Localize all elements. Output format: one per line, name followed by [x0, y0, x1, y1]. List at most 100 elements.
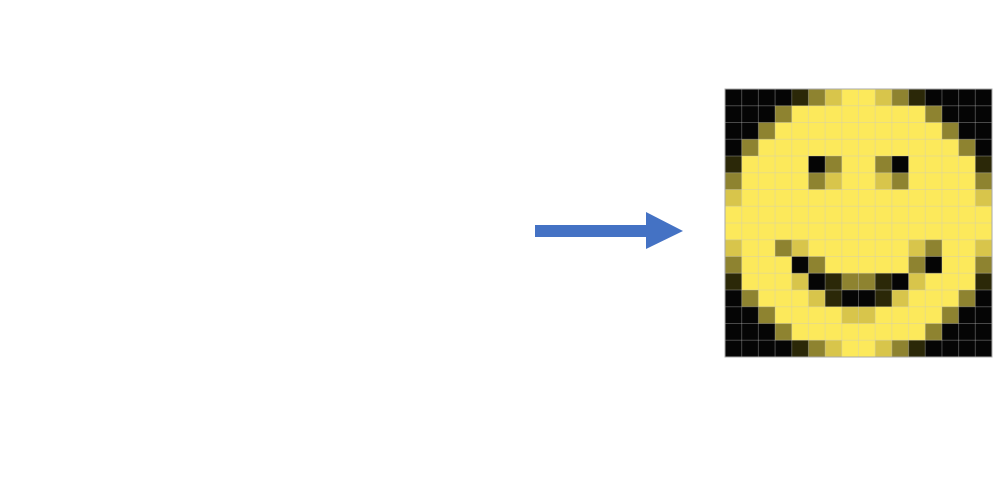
pixel — [775, 273, 793, 291]
pixel — [775, 156, 793, 174]
arrow-shaft — [535, 225, 649, 237]
pixel — [858, 239, 876, 257]
pixel — [775, 340, 793, 358]
pixel — [741, 139, 759, 157]
pixel — [791, 206, 809, 224]
pixel — [775, 223, 793, 241]
pixel — [841, 189, 859, 207]
pixel — [791, 256, 809, 274]
pixel — [825, 189, 843, 207]
pixel — [841, 239, 859, 257]
pixel — [825, 89, 843, 107]
pixel — [925, 290, 943, 308]
pixel — [775, 306, 793, 324]
pixel — [891, 223, 909, 241]
pixel — [875, 206, 893, 224]
pixel — [875, 340, 893, 358]
pixel — [808, 139, 826, 157]
pixel — [958, 105, 976, 123]
pixel — [725, 239, 742, 257]
pixel — [958, 223, 976, 241]
pixel — [791, 306, 809, 324]
pixel — [941, 105, 959, 123]
pixel — [725, 323, 742, 341]
pixel — [858, 306, 876, 324]
pixel — [841, 206, 859, 224]
pixel — [958, 156, 976, 174]
pixel — [891, 273, 909, 291]
pixel — [941, 223, 959, 241]
pixel — [925, 89, 943, 107]
pixel — [758, 323, 776, 341]
pixel — [841, 290, 859, 308]
pixel — [891, 239, 909, 257]
pixel — [958, 256, 976, 274]
pixel — [775, 105, 793, 123]
pixel — [958, 323, 976, 341]
pixel — [825, 223, 843, 241]
pixel — [941, 290, 959, 308]
pixel — [891, 139, 909, 157]
pixel — [741, 122, 759, 140]
pixel — [758, 239, 776, 257]
pixel — [975, 122, 993, 140]
pixel — [958, 89, 976, 107]
pixel — [808, 206, 826, 224]
pixel — [891, 290, 909, 308]
pixel — [758, 223, 776, 241]
pixel — [808, 156, 826, 174]
pixel — [875, 89, 893, 107]
pixel — [741, 206, 759, 224]
pixel — [741, 256, 759, 274]
pixel — [975, 156, 993, 174]
pixel — [791, 323, 809, 341]
pixel — [941, 206, 959, 224]
pixel — [925, 239, 943, 257]
pixel — [941, 122, 959, 140]
pixel — [741, 239, 759, 257]
pixel — [891, 156, 909, 174]
pixel — [725, 105, 742, 123]
pixel — [925, 172, 943, 190]
pixel — [908, 105, 926, 123]
pixel — [758, 290, 776, 308]
pixel — [891, 323, 909, 341]
pixel — [941, 156, 959, 174]
pixel — [808, 290, 826, 308]
pixel — [975, 139, 993, 157]
pixel — [725, 139, 742, 157]
pixel — [925, 156, 943, 174]
pixel — [941, 172, 959, 190]
pixel — [975, 189, 993, 207]
pixel — [775, 122, 793, 140]
pixel — [758, 340, 776, 358]
pixel — [975, 206, 993, 224]
pixel — [758, 105, 776, 123]
pixel — [975, 306, 993, 324]
pixel — [825, 306, 843, 324]
pixel — [891, 89, 909, 107]
pixel — [875, 256, 893, 274]
pixel — [825, 256, 843, 274]
pixel — [858, 105, 876, 123]
pixel — [808, 256, 826, 274]
pixel — [858, 290, 876, 308]
pixel — [725, 273, 742, 291]
pixel — [975, 256, 993, 274]
pixel — [791, 139, 809, 157]
pixel — [758, 306, 776, 324]
pixel — [858, 323, 876, 341]
pixel — [891, 206, 909, 224]
pixel — [825, 139, 843, 157]
pixel — [741, 273, 759, 291]
pixel — [925, 323, 943, 341]
pixel — [925, 256, 943, 274]
pixel — [725, 340, 742, 358]
pixel — [791, 290, 809, 308]
pixel — [808, 306, 826, 324]
pixel — [791, 239, 809, 257]
pixel — [875, 239, 893, 257]
pixel — [841, 323, 859, 341]
pixel — [841, 122, 859, 140]
